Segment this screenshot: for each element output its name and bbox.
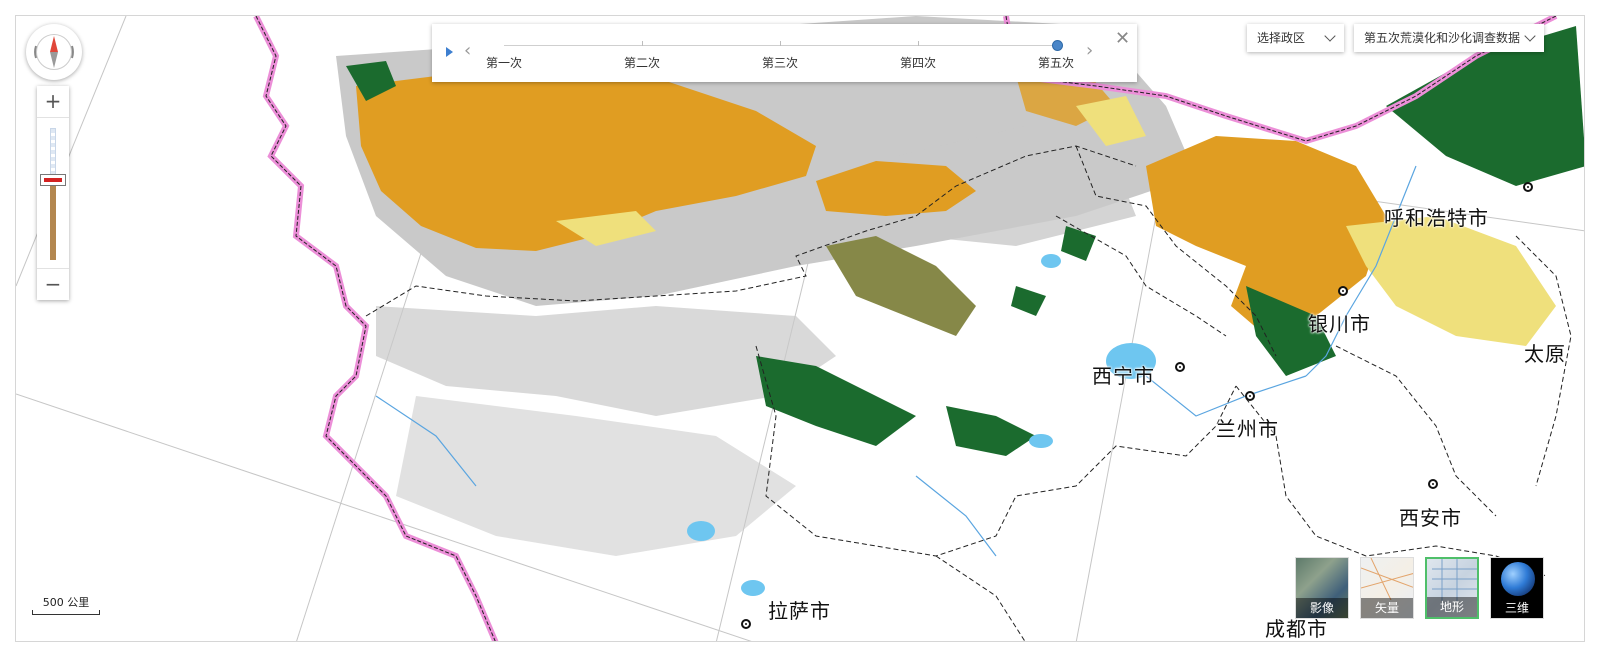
map-layer (16, 16, 1584, 641)
zoom-control: + − (37, 86, 69, 300)
region-select-label: 选择政区 (1257, 31, 1306, 45)
compass-control[interactable] (26, 24, 82, 80)
city-label-xian[interactable]: 西安市 (1399, 506, 1462, 530)
city-marker-yinchuan[interactable] (1338, 286, 1348, 296)
chevron-left-icon[interactable]: ‹ (464, 40, 472, 61)
base-layer-3d[interactable]: 三维 (1490, 557, 1544, 619)
timeline-label-3[interactable]: 第三次 (761, 56, 799, 70)
timeline-label-5[interactable]: 第五次 (1037, 56, 1075, 70)
dataset-select-label: 第五次荒漠化和沙化调查数据 (1364, 31, 1521, 45)
close-icon[interactable]: ✕ (1115, 28, 1131, 49)
rivers (375, 165, 1417, 557)
city-marker-lhasa[interactable] (741, 619, 751, 629)
region-select[interactable]: 选择政区 (1247, 24, 1344, 52)
city-label-lhasa[interactable]: 拉萨市 (768, 599, 831, 623)
scale-label: 500 公里 (42, 596, 90, 609)
city-label-chengdu[interactable]: 成都市 (1265, 617, 1328, 641)
compass-icon (34, 36, 74, 68)
city-label-xining[interactable]: 西宁市 (1092, 364, 1155, 388)
survey-timeline: ‹ 第一次 第二次 第三次 第四次 第五次 › ✕ (432, 24, 1137, 82)
city-label-lanzhou[interactable]: 兰州市 (1216, 417, 1279, 441)
timeline-track[interactable] (504, 45, 1059, 46)
zoom-out-button[interactable]: − (37, 268, 69, 300)
vegetation-area (346, 26, 1584, 456)
zoom-slider-track[interactable] (50, 128, 56, 260)
city-label-hohhot[interactable]: 呼和浩特市 (1384, 206, 1489, 230)
dataset-select[interactable]: 第五次荒漠化和沙化调查数据 (1354, 24, 1544, 52)
city-marker-xian[interactable] (1428, 479, 1438, 489)
zoom-in-button[interactable]: + (37, 86, 69, 118)
city-marker-hohhot[interactable] (1523, 182, 1533, 192)
water-area (687, 254, 1156, 596)
map-canvas[interactable]: 呼和浩特市 银川市 西宁市 兰州市 西安市 拉萨市 成都市 太原 (15, 15, 1585, 642)
timeline-label-2[interactable]: 第二次 (623, 56, 661, 70)
city-label-taiyuan[interactable]: 太原 (1524, 342, 1566, 366)
timeline-handle[interactable] (1052, 40, 1063, 51)
desert-area (356, 71, 1386, 336)
yellow-area (556, 96, 1556, 346)
timeline-label-4[interactable]: 第四次 (899, 56, 937, 70)
scale-bar: 500 公里 (32, 594, 100, 615)
chevron-right-icon[interactable]: › (1086, 40, 1094, 61)
chevron-down-icon (1524, 30, 1536, 42)
olive-area (826, 236, 976, 336)
city-label-yinchuan[interactable]: 银川市 (1308, 312, 1371, 336)
globe-icon (1501, 562, 1535, 596)
province-borders (365, 145, 1572, 641)
city-marker-lanzhou[interactable] (1245, 391, 1255, 401)
base-layer-vector[interactable]: 矢量 (1360, 557, 1414, 619)
city-marker-xining[interactable] (1175, 362, 1185, 372)
play-icon[interactable] (446, 47, 453, 57)
base-layer-terrain[interactable]: 地形 (1425, 557, 1479, 619)
zoom-slider-handle[interactable] (40, 174, 66, 186)
base-layer-imagery[interactable]: 影像 (1295, 557, 1349, 619)
chevron-down-icon (1324, 30, 1336, 42)
timeline-label-1[interactable]: 第一次 (485, 56, 523, 70)
